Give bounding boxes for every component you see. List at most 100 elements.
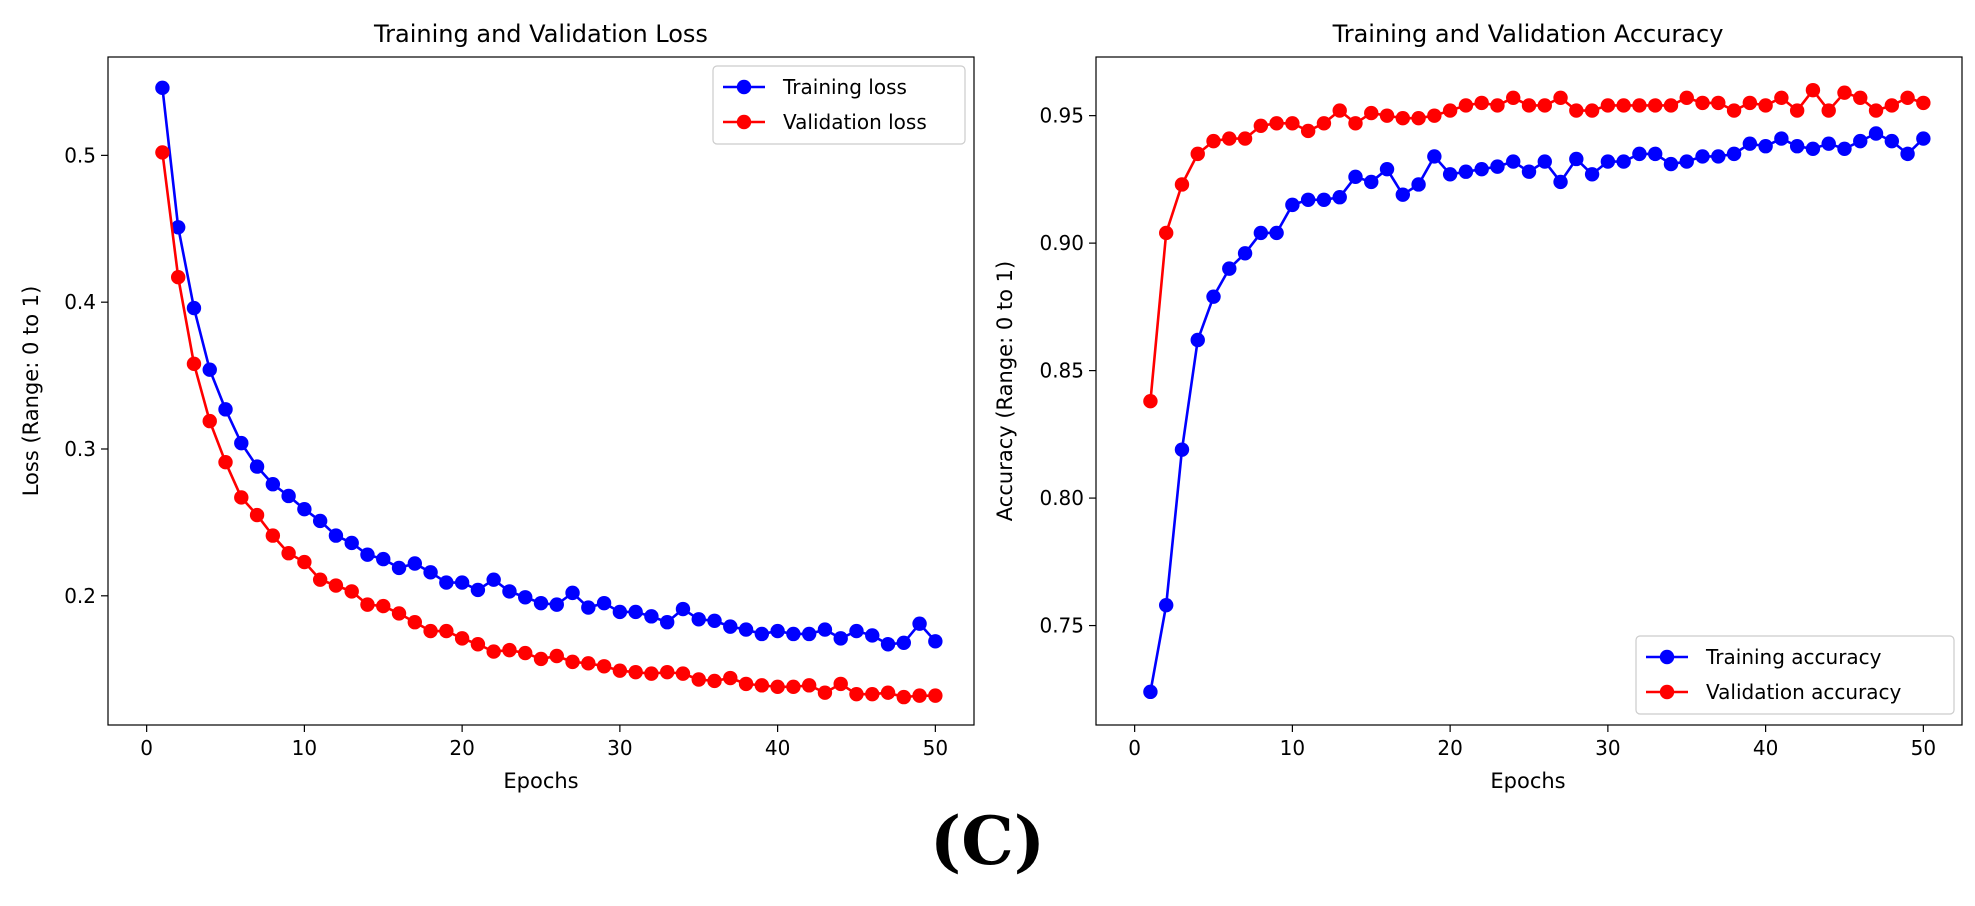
- loss-chart-title: Training and Validation Loss: [373, 20, 708, 48]
- accuracy-training-point: [1647, 146, 1663, 162]
- accuracy-validation-point: [1474, 95, 1489, 111]
- loss-training-point: [249, 459, 265, 474]
- loss-training-point: [486, 572, 501, 587]
- loss-validation-point: [407, 615, 423, 630]
- accuracy-validation-point: [1537, 98, 1552, 113]
- loss-training-point: [865, 628, 880, 643]
- loss-validation-point: [360, 597, 375, 612]
- accuracy-training-point: [1884, 133, 1900, 149]
- accuracy-training-point: [1632, 146, 1647, 162]
- accuracy-x-tick-label: 30: [1595, 736, 1620, 760]
- accuracy-validation-point: [1143, 393, 1158, 409]
- loss-series-validation: [155, 145, 943, 705]
- loss-validation-point: [928, 688, 943, 703]
- loss-validation-point: [549, 648, 564, 664]
- loss-validation-point: [391, 606, 407, 621]
- accuracy-validation-point: [1253, 118, 1269, 134]
- loss-training-point: [896, 635, 912, 650]
- accuracy-training-point: [1442, 167, 1458, 182]
- loss-training-point: [234, 435, 249, 451]
- loss-validation-point: [691, 672, 706, 687]
- loss-validation-point: [817, 685, 833, 700]
- accuracy-validation-point: [1900, 90, 1915, 105]
- loss-validation-point: [754, 678, 770, 693]
- loss-validation-point: [644, 666, 659, 681]
- accuracy-training-point: [1616, 154, 1631, 169]
- accuracy-training-line: [1149, 132, 1925, 693]
- accuracy-validation-point: [1726, 103, 1742, 118]
- loss-training-point: [202, 362, 217, 377]
- accuracy-validation-point: [1884, 98, 1900, 113]
- loss-training-point: [644, 609, 659, 624]
- accuracy-validation-point: [1490, 98, 1505, 113]
- loss-training-point: [423, 565, 438, 580]
- accuracy-training-point: [1695, 149, 1710, 164]
- accuracy-validation-point: [1285, 116, 1300, 131]
- accuracy-legend: Training accuracy Validation accuracy: [1635, 635, 1955, 715]
- loss-validation-point: [659, 664, 675, 680]
- accuracy-validation-point: [1868, 103, 1884, 118]
- accuracy-x-tick-label: 50: [1911, 736, 1936, 760]
- accuracy-training-point: [1458, 164, 1474, 179]
- loss-training-point: [675, 601, 691, 617]
- accuracy-y-tick-label: 0.90: [1039, 231, 1084, 255]
- accuracy-training-point: [1916, 131, 1931, 146]
- accuracy-training-point: [1427, 149, 1442, 164]
- accuracy-training-point: [1174, 442, 1190, 457]
- accuracy-training-point: [1253, 225, 1269, 241]
- accuracy-legend-validation-label: Validation accuracy: [1706, 680, 1902, 704]
- accuracy-training-point: [1584, 167, 1600, 182]
- loss-training-point: [312, 513, 328, 529]
- loss-training-line: [161, 87, 937, 646]
- loss-training-point: [565, 585, 580, 601]
- loss-training-point: [928, 634, 943, 649]
- accuracy-validation-point: [1805, 82, 1821, 98]
- accuracy-training-point: [1805, 141, 1821, 156]
- loss-validation-point: [738, 676, 754, 692]
- accuracy-validation-point: [1458, 98, 1474, 113]
- loss-validation-point: [234, 490, 249, 505]
- accuracy-validation-point: [1742, 95, 1758, 111]
- loss-validation-point: [312, 572, 328, 587]
- accuracy-validation-point: [1916, 95, 1931, 111]
- accuracy-y-tick-label: 0.80: [1039, 486, 1084, 510]
- accuracy-chart: Training and Validation Accuracy 0 10 20 30…: [993, 20, 1963, 793]
- loss-validation-point: [486, 644, 501, 659]
- accuracy-y-tick-label: 0.75: [1039, 614, 1084, 638]
- accuracy-validation-point: [1774, 90, 1789, 105]
- loss-validation-point: [454, 631, 470, 646]
- loss-validation-point: [328, 578, 344, 593]
- loss-training-point: [691, 612, 706, 627]
- accuracy-y-axis-label: Accuracy (Range: 0 to 1): [993, 261, 1017, 521]
- loss-training-point: [218, 402, 233, 417]
- loss-legend-validation-marker: [736, 114, 752, 130]
- accuracy-training-point: [1395, 187, 1411, 202]
- loss-training-point: [581, 600, 596, 615]
- loss-training-point: [281, 488, 296, 504]
- loss-chart-plot-frame: [107, 56, 975, 726]
- loss-y-tick-label: 0.4: [64, 290, 96, 314]
- accuracy-validation-point: [1600, 98, 1616, 113]
- accuracy-training-point: [1237, 246, 1253, 261]
- loss-training-point: [880, 637, 896, 652]
- loss-validation-point: [439, 623, 454, 639]
- accuracy-series-training: [1143, 126, 1931, 700]
- loss-validation-point: [675, 666, 691, 681]
- accuracy-training-point: [1332, 190, 1347, 205]
- accuracy-training-point: [1316, 192, 1332, 207]
- loss-training-point: [170, 220, 186, 235]
- accuracy-validation-point: [1395, 110, 1411, 126]
- loss-training-point: [723, 619, 738, 634]
- loss-validation-point: [770, 679, 785, 695]
- loss-validation-point: [281, 546, 296, 561]
- loss-series-training: [155, 80, 943, 652]
- accuracy-x-tick-label: 10: [1280, 736, 1305, 760]
- accuracy-training-point: [1143, 684, 1158, 700]
- accuracy-training-point: [1379, 161, 1395, 177]
- loss-training-point: [439, 575, 454, 590]
- accuracy-validation-point: [1789, 103, 1805, 118]
- loss-training-point: [786, 626, 801, 642]
- loss-x-tick-label: 0: [140, 736, 153, 760]
- loss-training-point: [407, 556, 423, 571]
- loss-validation-point: [865, 686, 880, 702]
